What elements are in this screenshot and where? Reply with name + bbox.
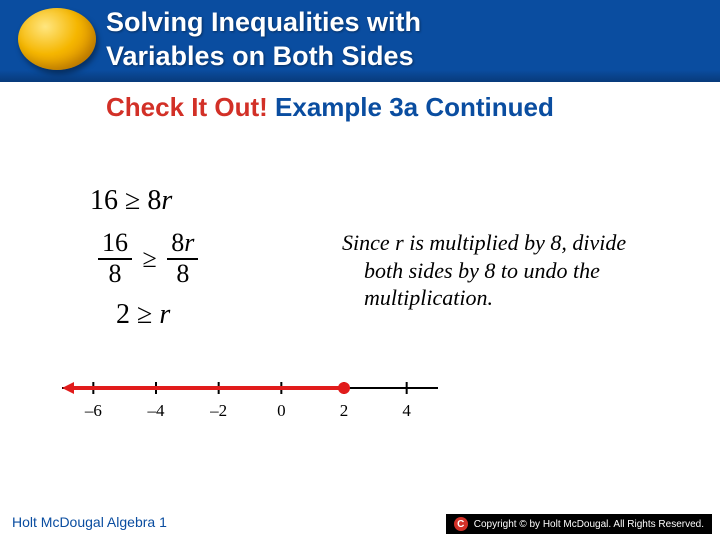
number-line-svg: –6 –4 –2 0 2 4	[50, 370, 450, 425]
header-bar: Solving Inequalities with Variables on B…	[0, 0, 720, 82]
inequality-result: 2 ≥ r	[116, 299, 170, 331]
footer-right-text: Copyright © by Holt McDougal. All Rights…	[474, 519, 704, 530]
inequality-step1: 16 ≥ 8r	[90, 185, 650, 217]
svg-text:–4: –4	[147, 401, 166, 420]
subtitle-blue: Example 3a Continued	[268, 92, 554, 122]
result-lhs: 2 ≥	[116, 299, 159, 330]
content-area: 16 ≥ 8r 16 8 ≥ 8r 8 2 ≥ r Since r is mul…	[90, 185, 650, 217]
inequality-step2: 16 8 ≥ 8r 8	[98, 229, 198, 288]
svg-text:0: 0	[277, 401, 286, 420]
fraction-right: 8r 8	[167, 229, 198, 288]
footer-left: Holt McDougal Algebra 1	[12, 514, 167, 530]
copyright-icon: C	[454, 517, 468, 531]
svg-text:–6: –6	[84, 401, 102, 420]
frac1-num: 16	[98, 229, 132, 260]
frac1-den: 8	[98, 260, 132, 289]
explanation-text: Since r is multiplied by 8, divide both …	[320, 229, 660, 312]
explanation-body: Since r is multiplied by 8, divide both …	[342, 230, 626, 310]
page-title: Solving Inequalities with Variables on B…	[106, 6, 421, 74]
subtitle: Check It Out! Example 3a Continued	[106, 92, 554, 123]
frac2-num: 8r	[167, 229, 198, 260]
svg-text:–2: –2	[209, 401, 227, 420]
header-oval-graphic	[18, 8, 96, 70]
title-line-1: Solving Inequalities with	[106, 7, 421, 37]
step1-var: r	[161, 185, 172, 216]
ge-symbol: ≥	[139, 244, 161, 274]
svg-text:4: 4	[402, 401, 411, 420]
frac2-den: 8	[167, 260, 198, 289]
number-line: –6 –4 –2 0 2 4	[50, 370, 450, 430]
result-var: r	[159, 299, 170, 330]
footer-right: C Copyright © by Holt McDougal. All Righ…	[446, 514, 712, 534]
fraction-left: 16 8	[98, 229, 132, 288]
title-line-2: Variables on Both Sides	[106, 41, 414, 71]
subtitle-red: Check It Out!	[106, 92, 268, 122]
step1-text: 16 ≥ 8	[90, 185, 161, 216]
svg-text:2: 2	[340, 401, 349, 420]
